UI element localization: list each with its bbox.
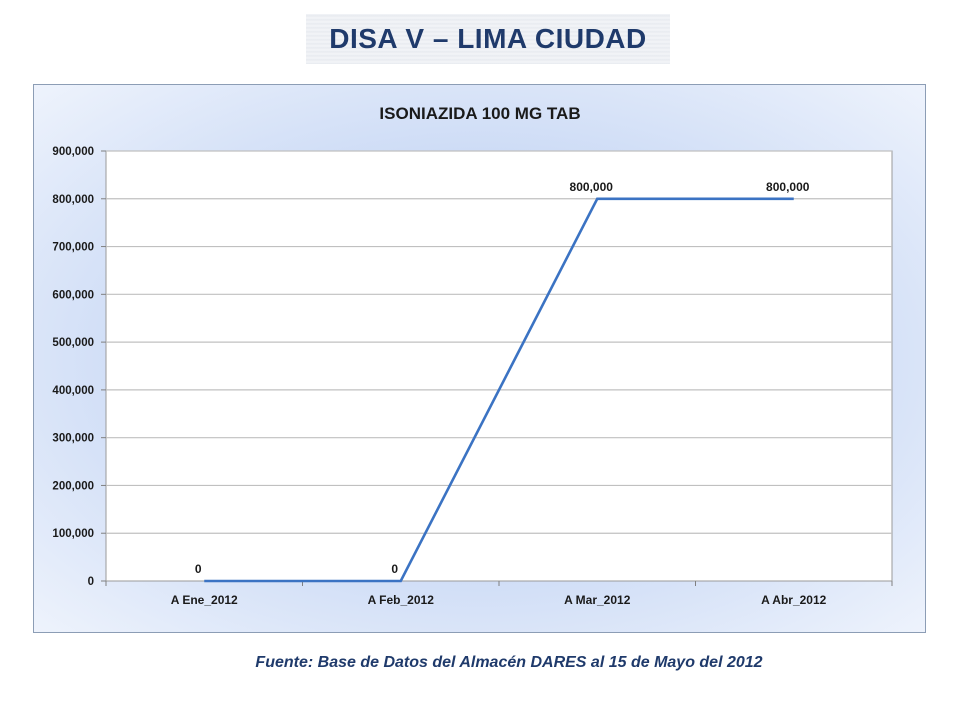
line-chart: ISONIAZIDA 100 MG TAB 0 100,000 200,000 300… — [52, 104, 893, 607]
y-tick-label: 0 — [88, 576, 94, 588]
y-tick-label: 800,000 — [52, 194, 94, 206]
y-tick-label: 300,000 — [52, 433, 94, 445]
y-tick-label: 600,000 — [52, 289, 94, 301]
chart-title: ISONIAZIDA 100 MG TAB — [379, 104, 580, 123]
y-tick-label: 100,000 — [52, 528, 94, 540]
plot-area — [105, 150, 893, 582]
data-label: 0 — [195, 562, 202, 576]
y-tick-label: 900,000 — [52, 146, 94, 158]
gridlines — [106, 150, 892, 534]
page-title-banner: DISA V – LIMA CIUDAD — [306, 14, 670, 64]
data-label: 0 — [391, 562, 398, 576]
y-tick-label: 200,000 — [52, 480, 94, 492]
x-tick-label: A Abr_2012 — [761, 593, 826, 607]
chart-panel: ISONIAZIDA 100 MG TAB 0 100,000 200,000 300… — [33, 84, 926, 633]
data-label: 800,000 — [766, 180, 810, 194]
page-title: DISA V – LIMA CIUDAD — [329, 23, 647, 54]
series-layer — [204, 197, 794, 583]
x-axis-ticks: A Ene_2012 A Feb_2012 A Mar_2012 A Abr_2012 — [105, 581, 893, 607]
y-axis-ticks: 0 100,000 200,000 300,000 400,000 500,000 600,… — [52, 146, 106, 588]
x-tick-label: A Mar_2012 — [564, 593, 631, 607]
series-line — [204, 197, 794, 583]
y-tick-label: 500,000 — [52, 337, 94, 349]
y-tick-label: 400,000 — [52, 385, 94, 397]
x-tick-label: A Ene_2012 — [171, 593, 238, 607]
data-label: 800,000 — [570, 180, 614, 194]
x-tick-label: A Feb_2012 — [368, 593, 435, 607]
data-labels: 0 0 800,000 800,000 — [195, 180, 810, 576]
y-tick-label: 700,000 — [52, 242, 94, 254]
source-footnote: Fuente: Base de Datos del Almacén DARES … — [255, 654, 763, 671]
